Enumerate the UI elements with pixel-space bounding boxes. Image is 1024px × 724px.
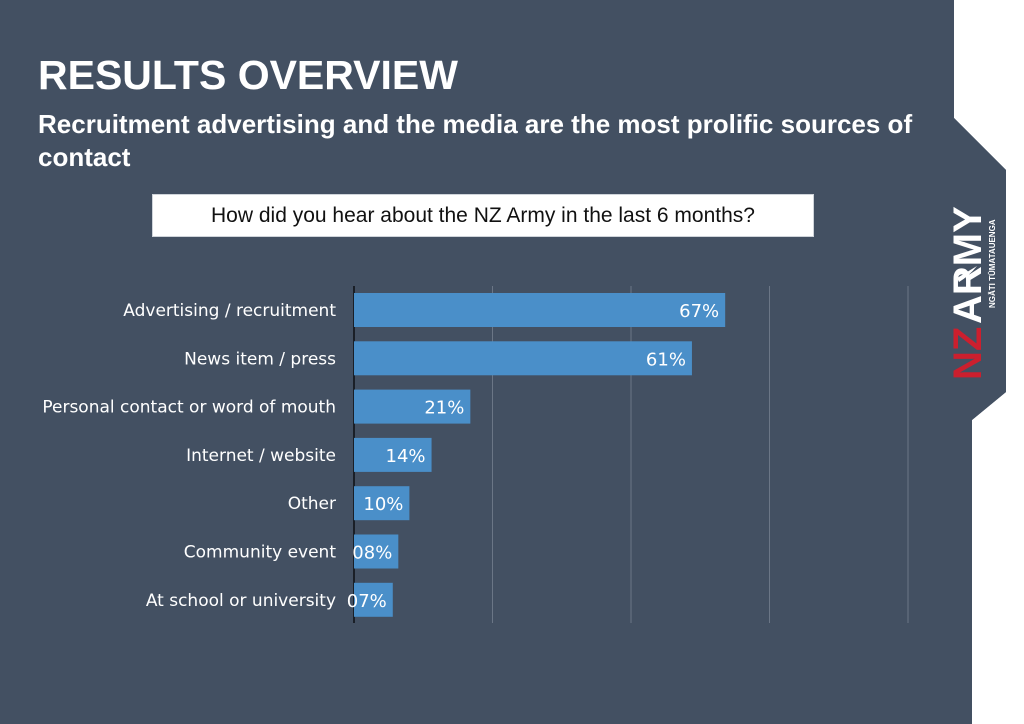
question-box: How did you hear about the NZ Army in th… bbox=[152, 194, 814, 237]
bar-6 bbox=[354, 582, 393, 617]
bar-3 bbox=[354, 437, 432, 472]
value-label: 61% bbox=[646, 349, 686, 370]
bar-5 bbox=[354, 534, 399, 569]
value-label: 21% bbox=[424, 398, 464, 419]
grid-lines bbox=[353, 286, 909, 623]
bar-4 bbox=[354, 486, 410, 521]
right-brand-strip bbox=[954, 0, 1024, 724]
bar-0 bbox=[354, 293, 726, 327]
category-label: Advertising / recruitment bbox=[123, 301, 336, 321]
category-label: Community event bbox=[184, 543, 337, 563]
logo-tagline: NGĀTI TŪMATAUENGA bbox=[988, 219, 997, 308]
category-label: News item / press bbox=[184, 349, 336, 369]
value-label: 67% bbox=[679, 301, 719, 322]
bar-2 bbox=[354, 389, 471, 424]
page-subtitle: Recruitment advertising and the media ar… bbox=[38, 109, 913, 172]
logo-nz-text: NZ bbox=[946, 327, 990, 380]
value-label: 07% bbox=[347, 591, 387, 612]
category-labels: Advertising / recruitment News item / pre… bbox=[42, 301, 336, 611]
bar-1 bbox=[354, 341, 692, 376]
value-label: 10% bbox=[363, 494, 403, 515]
fern-leaf-icon bbox=[957, 266, 977, 282]
category-label: At school or university bbox=[146, 591, 336, 611]
value-label: 14% bbox=[386, 446, 426, 467]
logo-army-text: ARMY bbox=[946, 206, 990, 324]
bars bbox=[354, 293, 726, 617]
value-label: 08% bbox=[352, 543, 392, 564]
category-label: Internet / website bbox=[186, 446, 336, 466]
nz-army-logo: NZ ARMY NGĀTI TŪMATAUENGA bbox=[946, 206, 997, 380]
value-labels: 67% 61% 21% 14% 10% 08% 07% bbox=[347, 301, 719, 612]
page-title: RESULTS OVERVIEW bbox=[38, 52, 458, 98]
category-label: Other bbox=[288, 494, 336, 514]
category-label: Personal contact or word of mouth bbox=[42, 398, 336, 418]
